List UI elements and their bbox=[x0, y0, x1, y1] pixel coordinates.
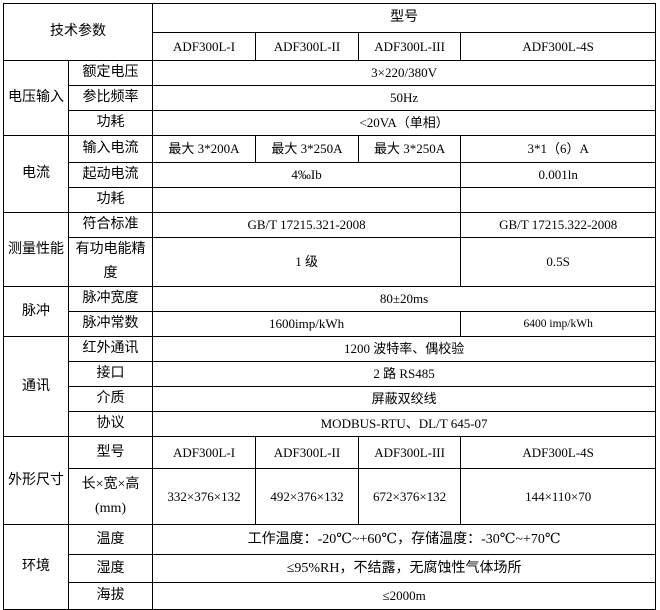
param-value: 屏蔽双绞线 bbox=[151, 386, 657, 412]
group-current: 电流 bbox=[3, 135, 69, 213]
param-label: 协议 bbox=[68, 411, 153, 437]
model-col: ADF300L-4S bbox=[460, 32, 657, 61]
group-dimensions: 外形尺寸 bbox=[3, 436, 69, 525]
param-label: 符合标准 bbox=[68, 212, 153, 238]
param-value: 工作温度：-20℃~+60℃，存储温度：-30℃~+70℃ bbox=[151, 524, 657, 555]
param-label: 起动电流 bbox=[68, 162, 153, 188]
param-value: ADF300L-4S bbox=[460, 436, 657, 469]
param-value: <20VA（单相） bbox=[151, 110, 657, 136]
param-value: ADF300L-II bbox=[255, 436, 359, 469]
param-label: 参比频率 bbox=[68, 85, 153, 111]
param-value: MODBUS-RTU、DL/T 645-07 bbox=[151, 411, 657, 437]
param-label: 功耗 bbox=[68, 187, 153, 213]
param-value: 332×376×132 bbox=[152, 468, 256, 525]
param-label: 脉冲常数 bbox=[68, 311, 153, 337]
param-value: 3×220/380V bbox=[151, 60, 657, 86]
param-value: 最大 3*250A bbox=[255, 135, 359, 163]
spec-table: 技术参数 型号 ADF300L-I ADF300L-II ADF300L-III… bbox=[3, 3, 657, 610]
param-label: 输入电流 bbox=[68, 135, 153, 163]
param-value: 50Hz bbox=[151, 85, 657, 111]
model-col: ADF300L-I bbox=[152, 32, 256, 61]
param-label: 长×宽×高(mm) bbox=[68, 468, 153, 525]
model-col: ADF300L-II bbox=[255, 32, 359, 61]
param-value bbox=[460, 187, 657, 213]
param-value: 80±20ms bbox=[151, 286, 657, 312]
param-value: 3*1（6）A bbox=[460, 135, 657, 163]
param-value: ADF300L-I bbox=[152, 436, 256, 469]
param-value: ADF300L-III bbox=[357, 436, 462, 469]
group-environment: 环境 bbox=[3, 524, 69, 610]
param-value: 672×376×132 bbox=[357, 468, 462, 525]
param-label: 型号 bbox=[68, 436, 153, 469]
param-value: 492×376×132 bbox=[255, 468, 359, 525]
param-value: 最大 3*250A bbox=[357, 135, 462, 163]
param-label: 有功电能精度 bbox=[68, 237, 153, 287]
param-value: 6400 imp/kWh bbox=[460, 311, 657, 337]
param-value: GB/T 17215.322-2008 bbox=[460, 212, 657, 238]
param-value: 1600imp/kWh bbox=[151, 311, 462, 337]
model-header: 型号 bbox=[151, 3, 657, 33]
param-value: 1200 波特率、偶校验 bbox=[151, 336, 657, 362]
group-communication: 通讯 bbox=[3, 336, 69, 437]
param-label: 接口 bbox=[68, 361, 153, 387]
param-value: 1 级 bbox=[151, 237, 462, 287]
param-label: 温度 bbox=[68, 524, 153, 555]
param-value: 2 路 RS485 bbox=[151, 361, 657, 387]
param-value bbox=[151, 187, 462, 213]
param-value: ≤95%RH，不结露，无腐蚀性气体场所 bbox=[151, 554, 657, 583]
param-label: 介质 bbox=[68, 386, 153, 412]
param-label: 湿度 bbox=[68, 554, 153, 583]
param-value: 0.5S bbox=[460, 237, 657, 287]
group-measurement: 测量性能 bbox=[3, 212, 69, 287]
param-label: 功耗 bbox=[68, 110, 153, 136]
model-col: ADF300L-III bbox=[357, 32, 462, 61]
group-pulse: 脉冲 bbox=[3, 286, 69, 337]
param-label: 红外通讯 bbox=[68, 336, 153, 362]
tech-params-header: 技术参数 bbox=[3, 3, 153, 61]
param-label: 海拔 bbox=[68, 582, 153, 610]
param-value: ≤2000m bbox=[151, 582, 657, 610]
param-value: 4‰Ib bbox=[151, 162, 462, 188]
param-label: 脉冲宽度 bbox=[68, 286, 153, 312]
param-value: GB/T 17215.321-2008 bbox=[151, 212, 462, 238]
param-value: 最大 3*200A bbox=[152, 135, 256, 163]
param-label: 额定电压 bbox=[68, 60, 153, 86]
group-voltage-input: 电压输入 bbox=[3, 60, 69, 136]
param-value: 0.001ln bbox=[460, 162, 657, 188]
param-value: 144×110×70 bbox=[460, 468, 657, 525]
